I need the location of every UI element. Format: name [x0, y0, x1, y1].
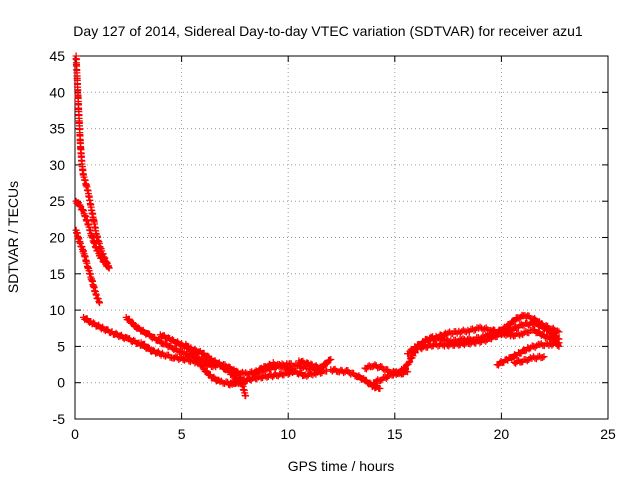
x-tick-label: 15: [387, 426, 403, 442]
y-tick-label: -5: [53, 411, 66, 427]
x-axis-title: GPS time / hours: [288, 458, 395, 474]
x-tick-label: 20: [494, 426, 510, 442]
data-marks: [72, 52, 563, 400]
series-arc-20: [510, 352, 548, 367]
data-point-markers: [493, 338, 563, 369]
y-tick-label: 0: [57, 375, 65, 391]
data-point-markers: [327, 365, 384, 392]
y-tick-label: 10: [49, 302, 65, 318]
grid: [75, 56, 608, 419]
series-arc-3: [72, 226, 103, 307]
plot-frame: [74, 55, 609, 420]
y-tick-label: 35: [49, 121, 65, 137]
y-tick-label: 5: [57, 338, 65, 354]
y-tick-label: 20: [49, 230, 65, 246]
data-point-markers: [72, 197, 113, 272]
x-tick-label: 25: [600, 426, 616, 442]
data-point-markers: [295, 356, 335, 373]
y-tick-label: 45: [49, 48, 65, 64]
y-tick-label: 30: [49, 157, 65, 173]
series-arc-11: [225, 368, 296, 389]
data-point-markers: [225, 368, 296, 389]
series-arc-19: [493, 338, 563, 369]
y-tick-label: 25: [49, 193, 65, 209]
y-tick-label: 40: [49, 84, 65, 100]
x-tick-label: 0: [71, 426, 79, 442]
data-point-markers: [404, 323, 563, 358]
series-arc-17: [404, 323, 563, 358]
series-arc-2: [72, 197, 113, 272]
series-arc-12: [295, 356, 335, 373]
x-tick-label: 5: [178, 426, 186, 442]
y-tick-label: 15: [49, 266, 65, 282]
data-point-markers: [72, 226, 103, 307]
data-point-markers: [510, 352, 548, 367]
x-tick-label: 10: [280, 426, 296, 442]
axis-ticks: 0 5 10 15 20 25 -5 0 5 10 15 20 25 30 35 40 45: [49, 48, 616, 442]
series-arc-18: [416, 319, 563, 353]
data-point-markers: [72, 52, 113, 272]
series-arc-13: [327, 365, 384, 392]
y-axis-title: SDTVAR / TECUs: [5, 181, 21, 293]
data-point-markers: [416, 319, 563, 353]
series-arc-1: [72, 52, 113, 272]
chart-title: Day 127 of 2014, Sidereal Day-to-day VTE…: [73, 23, 583, 39]
